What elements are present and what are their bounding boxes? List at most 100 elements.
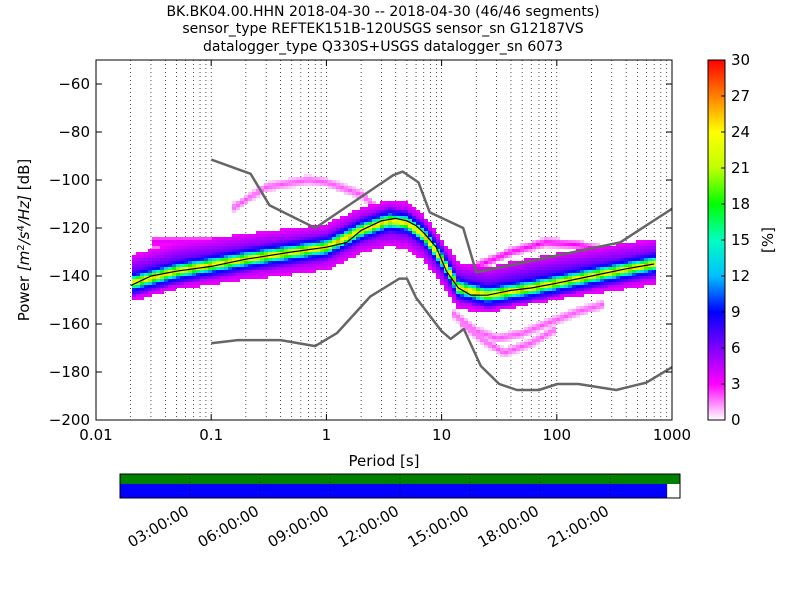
heat-cell [544,300,548,303]
heat-cell [540,261,544,264]
heat-cell [256,270,260,273]
heat-cell [320,255,324,258]
heat-cell [308,258,312,261]
heat-cell [620,273,624,276]
heat-cell [644,240,648,243]
heat-cell [348,231,352,234]
heat-cell [528,264,532,267]
heat-cell [580,309,584,312]
heat-cell [480,258,484,261]
heat-cell [248,270,252,273]
heat-cell [608,270,612,273]
heat-cell [332,180,336,183]
heat-cell [612,282,616,285]
heat-cell [352,249,356,252]
heat-cell [348,222,352,225]
heat-cell [312,240,316,243]
heat-cell [272,267,276,270]
heat-cell [252,258,256,261]
heat-cell [476,327,480,330]
heat-cell [548,297,552,300]
heat-cell [212,249,216,252]
heat-cell [256,192,260,195]
heat-cell [580,294,584,297]
heat-cell [276,255,280,258]
heat-cell [460,303,464,306]
heat-cell [544,291,548,294]
heat-cell [180,246,184,249]
heat-cell [412,234,416,237]
heat-cell [164,255,168,258]
heat-cell [188,270,192,273]
heat-cell [528,246,532,249]
heat-cell [160,276,164,279]
heat-cell [632,249,636,252]
heat-cell [532,285,536,288]
heat-cell [588,279,592,282]
heat-cell [432,261,436,264]
heat-cell [364,219,368,222]
heat-cell [228,255,232,258]
heat-cell [420,255,424,258]
heat-cell [280,228,284,231]
heat-cell [476,261,480,264]
heat-cell [176,279,180,282]
heat-cell [448,264,452,267]
heat-cell [344,246,348,249]
heat-cell [440,261,444,264]
heat-cell [176,252,180,255]
heat-cell [460,321,464,324]
heat-cell [560,315,564,318]
heat-cell [296,177,300,180]
heat-cell [588,252,592,255]
heat-cell [480,291,484,294]
heat-cell [480,333,484,336]
heat-cell [452,255,456,258]
heat-cell [568,246,572,249]
heat-cell [448,270,452,273]
heat-cell [492,309,496,312]
heat-cell [384,216,388,219]
heat-cell [380,237,384,240]
heat-cell [452,318,456,321]
heat-cell [288,177,292,180]
heat-cell [568,285,572,288]
heat-cell [328,264,332,267]
heat-cell [276,261,280,264]
heat-cell [148,285,152,288]
heat-cell [228,237,232,240]
heat-cell [416,216,420,219]
heat-cell [276,270,280,273]
heat-cell [164,276,168,279]
heat-cell [576,276,580,279]
heat-cell [268,183,272,186]
heat-cell [488,261,492,264]
heat-cell [572,282,576,285]
heat-cell [356,234,360,237]
heat-cell [244,237,248,240]
heat-cell [212,255,216,258]
heat-cell [288,234,292,237]
heat-cell [384,243,388,246]
heat-cell [464,279,468,282]
heat-cell [232,267,236,270]
heat-cell [384,207,388,210]
heat-cell [300,258,304,261]
heat-cell [156,249,160,252]
heat-cell [616,264,620,267]
heat-cell [436,258,440,261]
heat-cell [372,207,376,210]
heat-cell [180,243,184,246]
heat-cell [360,237,364,240]
heat-cell [324,234,328,237]
heat-cell [564,279,568,282]
heat-cell [152,252,156,255]
heat-cell [404,243,408,246]
heat-cell [640,282,644,285]
heat-cell [572,315,576,318]
heat-cell [256,237,260,240]
heat-cell [540,327,544,330]
heat-cell [500,348,504,351]
heat-cell [256,273,260,276]
heat-cell [524,339,528,342]
